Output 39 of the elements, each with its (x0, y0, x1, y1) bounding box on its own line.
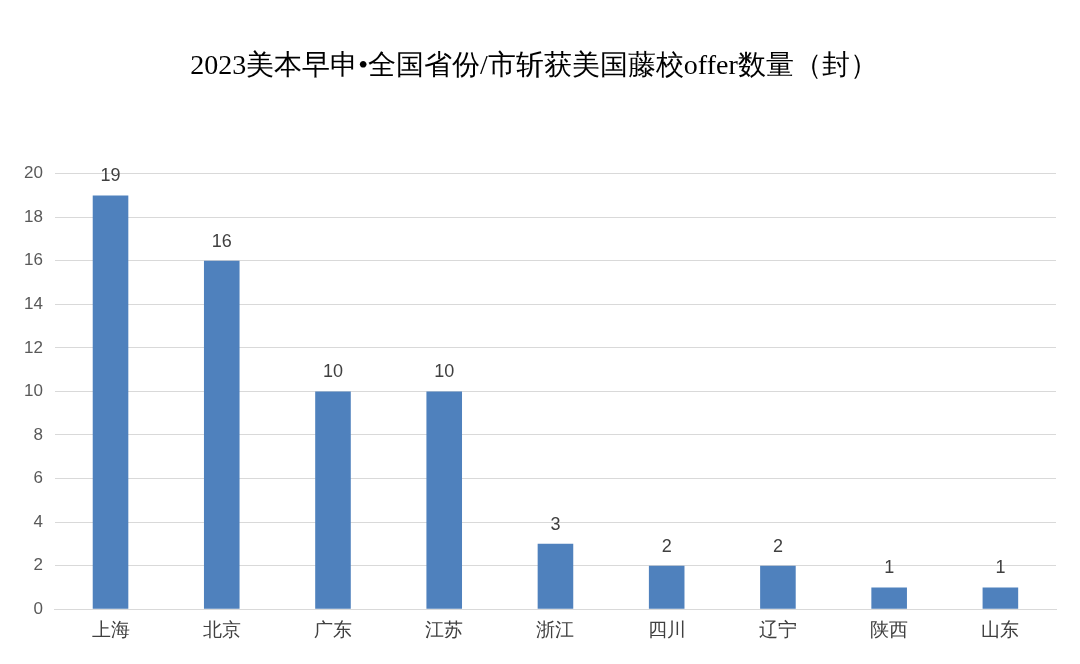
y-tick-label: 18 (23, 206, 43, 226)
chart-title: 2023美本早申•全国省份/市斩获美国藤校offer数量（封） (190, 49, 878, 81)
bar (871, 587, 907, 609)
bar (537, 543, 574, 609)
data-label: 16 (211, 230, 232, 251)
x-tick-label: 四川 (647, 617, 686, 640)
bar (760, 565, 796, 609)
y-tick-label: 6 (33, 468, 43, 488)
bar (203, 260, 240, 609)
x-tick-label: 山东 (981, 617, 1020, 640)
bar (92, 195, 129, 609)
y-tick-label: 20 (23, 163, 43, 183)
data-label: 19 (100, 165, 121, 186)
x-tick-label: 浙江 (536, 617, 575, 640)
data-label: 10 (434, 361, 455, 382)
y-tick-label: 4 (33, 511, 43, 531)
y-tick-label: 14 (23, 293, 43, 313)
x-tick-label: 广东 (313, 617, 352, 640)
bar (982, 587, 1019, 609)
x-tick-label: 陕西 (870, 617, 909, 640)
y-tick-label: 8 (33, 424, 43, 444)
y-tick-label: 2 (33, 555, 43, 575)
y-tick-label: 0 (33, 598, 43, 618)
data-label: 2 (772, 535, 783, 556)
data-label: 2 (661, 535, 672, 556)
x-tick-label: 北京 (202, 617, 241, 640)
x-tick-label: 辽宁 (758, 617, 797, 640)
y-tick-label: 10 (23, 381, 43, 401)
bar (315, 391, 351, 609)
y-tick-label: 16 (23, 250, 43, 270)
y-tick-label: 12 (23, 337, 43, 357)
bar (648, 565, 685, 609)
data-label: 1 (884, 557, 895, 578)
data-label: 10 (322, 361, 344, 382)
x-tick-label: 江苏 (425, 617, 464, 640)
data-label: 3 (550, 513, 561, 534)
x-tick-label: 上海 (91, 617, 130, 640)
bar (426, 391, 463, 609)
data-label: 1 (995, 557, 1006, 578)
